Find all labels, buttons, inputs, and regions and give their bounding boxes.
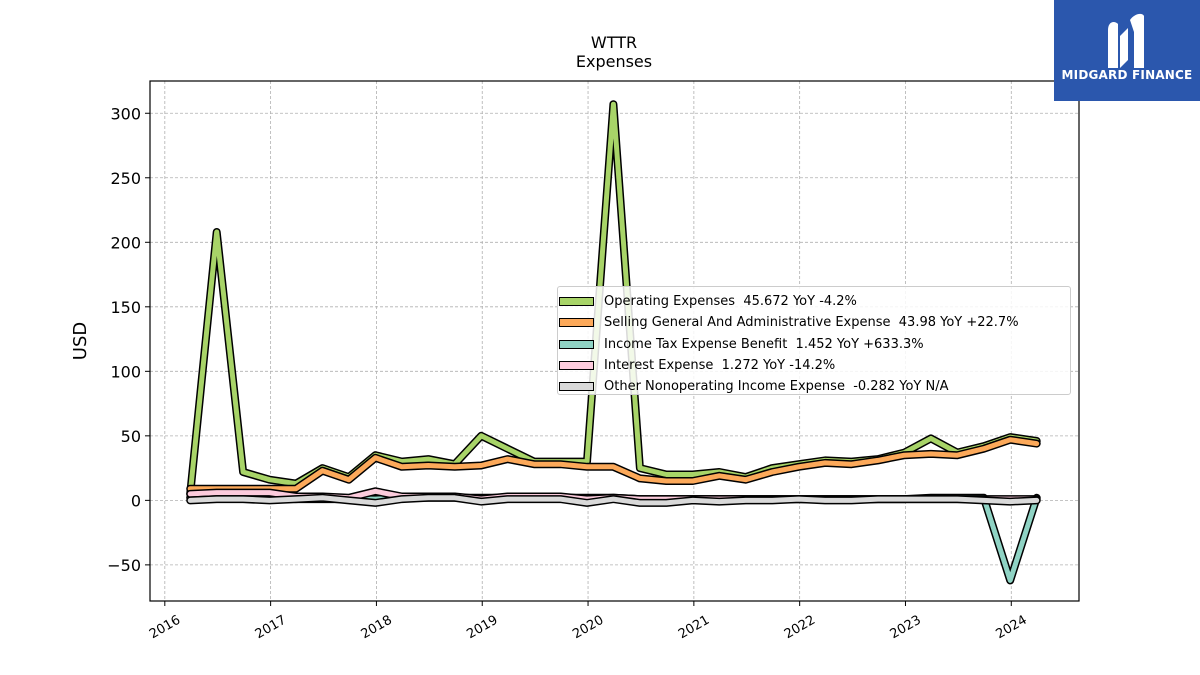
series-outline-2 <box>186 493 1041 585</box>
x-tick-label: 2017 <box>253 613 289 643</box>
legend-entry: Selling General And Administrative Expen… <box>558 312 1070 333</box>
x-tick-label: 2022 <box>782 613 818 643</box>
y-axis-label: USD <box>70 322 91 360</box>
x-tick-label: 2019 <box>464 613 500 643</box>
legend-swatch <box>559 318 594 328</box>
brand-name: MIDGARD FINANCE <box>1061 68 1193 82</box>
legend-entry: Income Tax Expense Benefit 1.452 YoY +63… <box>558 334 1070 355</box>
midgard-logo-icon <box>1108 13 1144 68</box>
chart-subtitle: Expenses <box>576 52 652 71</box>
legend-swatch <box>559 361 594 371</box>
x-tick-label: 2024 <box>993 613 1029 643</box>
y-tick-label: 50 <box>121 427 141 446</box>
plot-frame <box>149 80 1080 602</box>
x-tick-label: 2018 <box>359 613 395 643</box>
series-line-2 <box>187 495 1040 583</box>
y-tick-label: 200 <box>110 233 141 252</box>
x-tick-label: 2023 <box>888 613 924 643</box>
series-group <box>186 100 1041 585</box>
y-tick-label: −50 <box>107 556 141 575</box>
chart-title: WTTR <box>591 33 637 52</box>
legend-entry: Other Nonoperating Income Expense -0.282… <box>558 376 1070 397</box>
legend-label: Income Tax Expense Benefit 1.452 YoY +63… <box>604 336 924 352</box>
legend-label: Operating Expenses 45.672 YoY -4.2% <box>604 294 857 310</box>
y-tick-label: 250 <box>110 169 141 188</box>
legend-entry: Interest Expense 1.272 YoY -14.2% <box>558 355 1070 376</box>
y-tick-label: 100 <box>110 362 141 381</box>
y-tick-label: 150 <box>110 298 141 317</box>
legend-label: Selling General And Administrative Expen… <box>604 315 1019 331</box>
legend-label: Interest Expense 1.272 YoY -14.2% <box>604 358 836 374</box>
legend: Operating Expenses 45.672 YoY -4.2% Selli… <box>557 286 1071 395</box>
y-tick-label: 0 <box>131 491 141 510</box>
x-tick-label: 2020 <box>570 613 606 643</box>
series-line-4 <box>187 495 1040 506</box>
legend-swatch <box>559 382 594 392</box>
legend-swatch <box>559 339 594 349</box>
x-tick-label: 2021 <box>676 613 712 643</box>
y-tick-label: 300 <box>110 104 141 123</box>
series-line-1 <box>187 437 1040 492</box>
legend-label: Other Nonoperating Income Expense -0.282… <box>604 379 949 395</box>
x-tick-label: 2016 <box>147 613 183 643</box>
legend-swatch <box>559 297 594 307</box>
legend-entry: Operating Expenses 45.672 YoY -4.2% <box>558 291 1070 312</box>
brand-logo: MIDGARD FINANCE <box>1054 0 1200 101</box>
